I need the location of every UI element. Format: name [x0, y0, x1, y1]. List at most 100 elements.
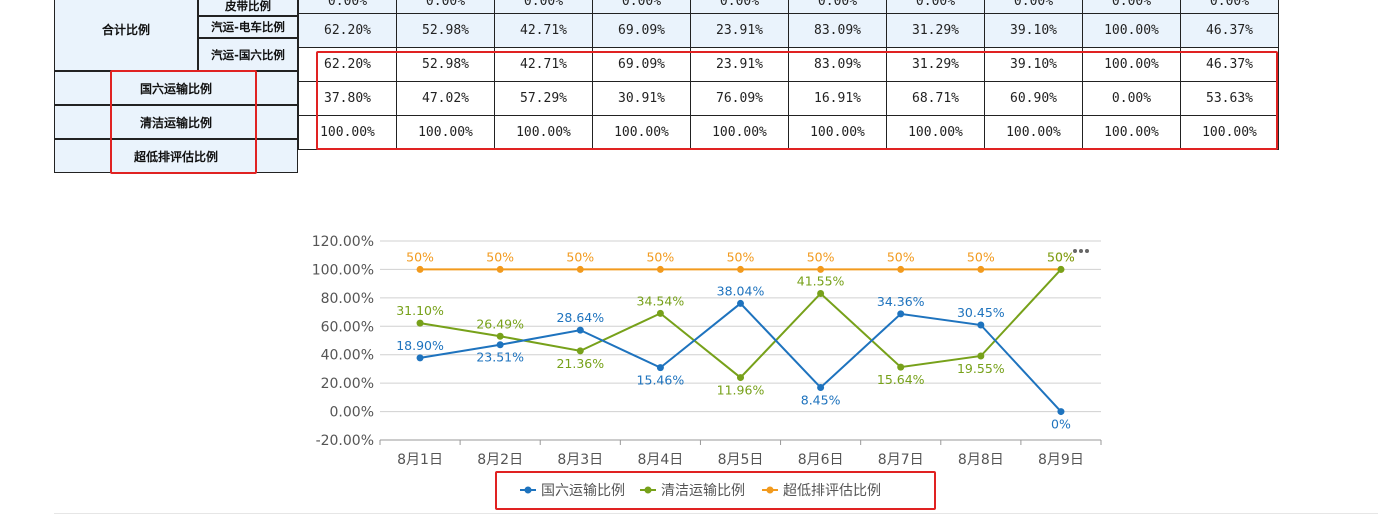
table-cell: 100.00% [396, 115, 495, 150]
data-label: 50% [807, 249, 835, 264]
legend-label: 清洁运输比例 [661, 483, 745, 499]
table-cell: 46.37% [1180, 13, 1279, 48]
data-point [737, 374, 744, 382]
data-point [817, 289, 825, 297]
data-point [496, 332, 504, 340]
table-cell: 39.10% [984, 13, 1083, 48]
x-tick-label: 8月8日 [958, 452, 1004, 468]
data-label: 41.55% [797, 273, 845, 288]
x-tick-label: 8月2日 [477, 452, 523, 468]
row-label-g6-transport: 国六运输比例 [54, 71, 298, 105]
table-cell: 100.00% [1082, 13, 1181, 48]
data-point [496, 341, 504, 349]
data-label: 50% [1047, 249, 1075, 264]
data-label: 34.54% [637, 293, 685, 308]
highlight-row-labels [110, 70, 257, 174]
data-point [897, 265, 905, 273]
data-label: 50% [566, 249, 594, 264]
table-cell: 100.00% [984, 115, 1083, 150]
data-point [416, 354, 424, 362]
data-point [576, 326, 584, 334]
data-point [1057, 408, 1065, 416]
data-label: 34.36% [877, 294, 925, 309]
data-label: 8.45% [801, 393, 841, 408]
table-cell: 76.09% [690, 81, 789, 116]
data-label: 50% [1047, 249, 1075, 264]
table-cell: 100.00% [886, 115, 985, 150]
data-point [977, 352, 985, 360]
table-cell: 100.00% [1180, 115, 1279, 150]
sub-label-truck-electric: 汽运-电车比例 [198, 16, 298, 38]
x-tick-label: 8月3日 [557, 452, 603, 468]
table-cell: 100.00% [298, 115, 397, 150]
data-point [817, 265, 825, 273]
data-point [977, 321, 985, 329]
data-point [737, 299, 744, 307]
more-dots-icon [1073, 249, 1089, 253]
legend-marker [644, 486, 652, 494]
data-point [897, 310, 905, 318]
y-tick-label: 0.00% [330, 405, 374, 421]
data-label: 23.51% [476, 350, 524, 365]
y-tick-label: 120.00% [312, 234, 374, 250]
y-tick-label: 80.00% [321, 291, 374, 307]
data-label: 50% [887, 249, 915, 264]
x-tick-label: 8月5日 [718, 452, 764, 468]
data-point [737, 265, 744, 273]
data-label: 50% [406, 249, 434, 264]
data-label: 18.90% [396, 338, 444, 353]
table-cell: 83.09% [788, 13, 887, 48]
table-cell: 0.00% [1082, 81, 1181, 116]
table-cell: 100.00% [690, 115, 789, 150]
data-label: 50% [646, 249, 674, 264]
legend-marker [524, 486, 532, 494]
data-label: 11.96% [717, 383, 765, 398]
data-point [416, 265, 424, 273]
data-label: 28.64% [556, 310, 604, 325]
data-point [897, 363, 905, 371]
data-point [1057, 265, 1065, 273]
table-cell: 16.91% [788, 81, 887, 116]
y-tick-label: 60.00% [321, 319, 374, 335]
y-tick-label: 40.00% [321, 348, 374, 364]
highlight-data-cells [316, 51, 1278, 150]
data-point [416, 319, 424, 327]
bottom-divider [54, 513, 1378, 514]
table-cell: 47.02% [396, 81, 495, 116]
x-tick-label: 8月6日 [798, 452, 844, 468]
data-point [656, 309, 664, 317]
x-tick-label: 8月1日 [397, 452, 443, 468]
x-tick-label: 8月7日 [878, 452, 924, 468]
legend-marker [766, 486, 774, 494]
sub-label-belt: 皮带比例 [198, 0, 298, 16]
data-label: 31.10% [396, 303, 444, 318]
x-tick-label: 8月4日 [637, 452, 683, 468]
table-cell: 100.00% [1082, 115, 1181, 150]
data-label: 19.55% [957, 361, 1005, 376]
data-point [656, 364, 664, 372]
group-label-total-ratio: 合计比例 [54, 0, 198, 71]
data-label: 26.49% [476, 316, 524, 331]
legend-label: 超低排评估比例 [783, 483, 881, 499]
y-tick-label: -20.00% [316, 433, 374, 449]
x-tick-label: 8月9日 [1038, 452, 1084, 468]
table-cell: 30.91% [592, 81, 691, 116]
data-label: 15.46% [637, 373, 685, 388]
data-point [576, 347, 584, 355]
data-label: 50% [967, 249, 995, 264]
table-cell: 52.98% [396, 13, 495, 48]
data-label: 30.45% [957, 305, 1005, 320]
sub-label-truck-g6: 汽运-国六比例 [198, 38, 298, 71]
data-point [656, 265, 664, 273]
data-label: 0% [1051, 417, 1071, 432]
table-cell: 53.63% [1180, 81, 1279, 116]
data-point [977, 265, 985, 273]
highlight-legend [495, 471, 936, 510]
y-tick-label: 100.00% [312, 262, 374, 278]
data-label: 15.64% [877, 372, 925, 387]
table-cell: 100.00% [592, 115, 691, 150]
row-label-clean-transport: 清洁运输比例 [54, 105, 298, 139]
data-label: 21.36% [556, 356, 604, 371]
data-point [496, 265, 504, 273]
